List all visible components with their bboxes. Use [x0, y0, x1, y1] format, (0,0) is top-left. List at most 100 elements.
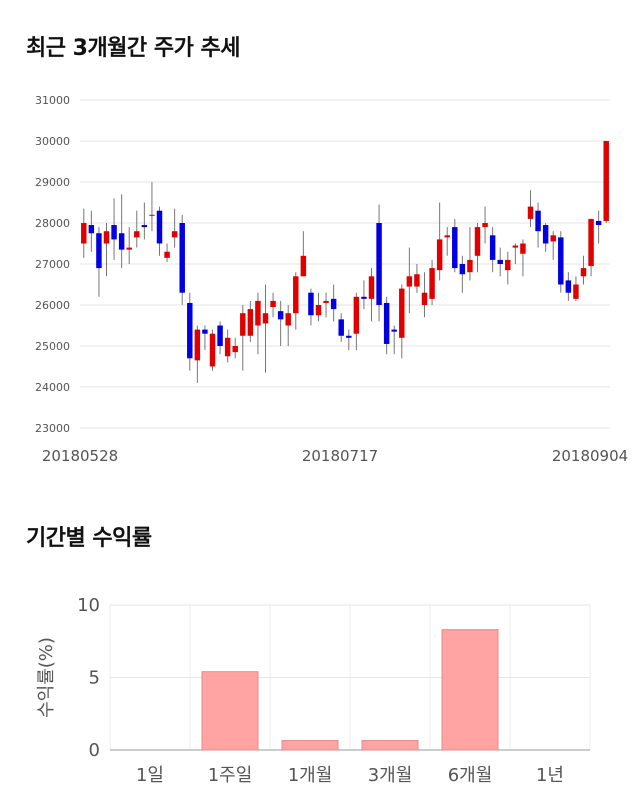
y-tick-label: 23000 [35, 422, 70, 435]
x-tick-label: 6개월 [448, 765, 493, 786]
x-tick-label: 1개월 [288, 765, 333, 786]
candle-body [217, 325, 223, 346]
candle-body [179, 223, 185, 293]
candle-body [505, 259, 511, 271]
return-bar [441, 629, 499, 751]
candle-body [118, 233, 125, 250]
candle-body [293, 276, 299, 314]
candle-body [187, 302, 193, 359]
candle-body [194, 329, 201, 361]
candle-body [452, 227, 458, 269]
candle-body [527, 206, 534, 219]
candle-body [96, 233, 102, 269]
candle-body [111, 225, 117, 240]
y-tick-label: 0 [89, 740, 100, 761]
y-tick-label: 24000 [35, 381, 70, 394]
x-tick-label: 20180717 [302, 447, 378, 465]
return-bar [201, 671, 259, 751]
candle-body [285, 313, 291, 326]
candle-body [353, 296, 360, 334]
candle-body [383, 302, 390, 344]
y-tick-label: 5 [89, 668, 100, 689]
y-tick-label: 30000 [35, 135, 70, 148]
candle-body [542, 225, 549, 244]
candle-body [558, 237, 564, 285]
price-trend-title: 최근 3개월간 주가 추세 [26, 36, 240, 61]
candle-body [209, 333, 216, 367]
candle-body [406, 276, 413, 287]
y-tick-label: 27000 [35, 258, 70, 271]
y-tick-label: 10 [77, 595, 100, 616]
return-bar [281, 740, 339, 751]
candle-body [467, 259, 473, 273]
candle-body [164, 251, 170, 258]
y-tick-label: 31000 [35, 94, 70, 107]
x-tick-label: 3개월 [368, 765, 413, 786]
candle-body [474, 227, 481, 256]
y-tick-label: 29000 [35, 176, 70, 189]
candle-body [262, 313, 269, 324]
y-tick-label: 26000 [35, 299, 70, 312]
candle-body [330, 298, 337, 310]
candle-body [512, 245, 519, 248]
x-tick-label: 20180904 [552, 447, 628, 465]
candle-body [149, 214, 155, 216]
candle-body [255, 300, 261, 326]
candle-body [88, 225, 95, 234]
candle-body [444, 235, 450, 238]
x-tick-label: 1일 [136, 765, 164, 786]
candle-body [232, 346, 238, 353]
candle-body [459, 264, 466, 275]
candle-body [361, 296, 367, 299]
x-tick-label: 1년 [536, 765, 564, 786]
candle-body [489, 235, 496, 260]
candle-body [308, 292, 314, 316]
candle-body [580, 268, 587, 277]
candle-body [240, 313, 246, 336]
candle-body [376, 223, 382, 305]
candle-body [603, 141, 609, 221]
candle-body [224, 337, 231, 357]
candle-body [270, 300, 276, 308]
candle-body [588, 218, 594, 267]
candle-body [520, 243, 526, 254]
candle-body [277, 311, 284, 320]
candle-body [103, 231, 110, 244]
candle-body [315, 305, 322, 316]
candle-body [368, 276, 375, 299]
candle-body [482, 223, 488, 228]
candle-body [595, 220, 602, 226]
candle-body [565, 280, 572, 293]
candle-body [323, 300, 329, 303]
candle-body [346, 335, 352, 338]
candle-body [399, 288, 405, 338]
candle-body [134, 231, 140, 238]
returns-title: 기간별 수익률 [26, 526, 152, 551]
candle-body [573, 284, 579, 299]
y-tick-label: 28000 [35, 217, 70, 230]
candle-body [338, 319, 344, 336]
candle-body [126, 247, 132, 250]
candle-body [436, 239, 443, 271]
candlestick-chart: 23000 24000 25000 26000 27000 28000 29000 30000… [35, 94, 628, 465]
candle-body [81, 223, 87, 244]
candle-body [535, 210, 541, 232]
candle-body [497, 259, 503, 264]
candle-body [202, 329, 208, 334]
candle-body [391, 329, 397, 332]
x-tick-label: 1주일 [208, 765, 253, 786]
candle-body [550, 235, 556, 242]
candle-body [156, 210, 163, 244]
x-tick-label: 20180528 [42, 447, 118, 465]
return-bar [361, 740, 419, 751]
candle-body [421, 292, 428, 305]
y-axis-label: 수익률(%) [36, 637, 57, 718]
candle-body [429, 268, 435, 299]
candle-body [300, 255, 307, 277]
candle-body [171, 231, 178, 238]
y-tick-label: 25000 [35, 340, 70, 353]
candle-body [141, 225, 148, 228]
candle-body [247, 309, 254, 336]
candle-body [414, 274, 420, 287]
